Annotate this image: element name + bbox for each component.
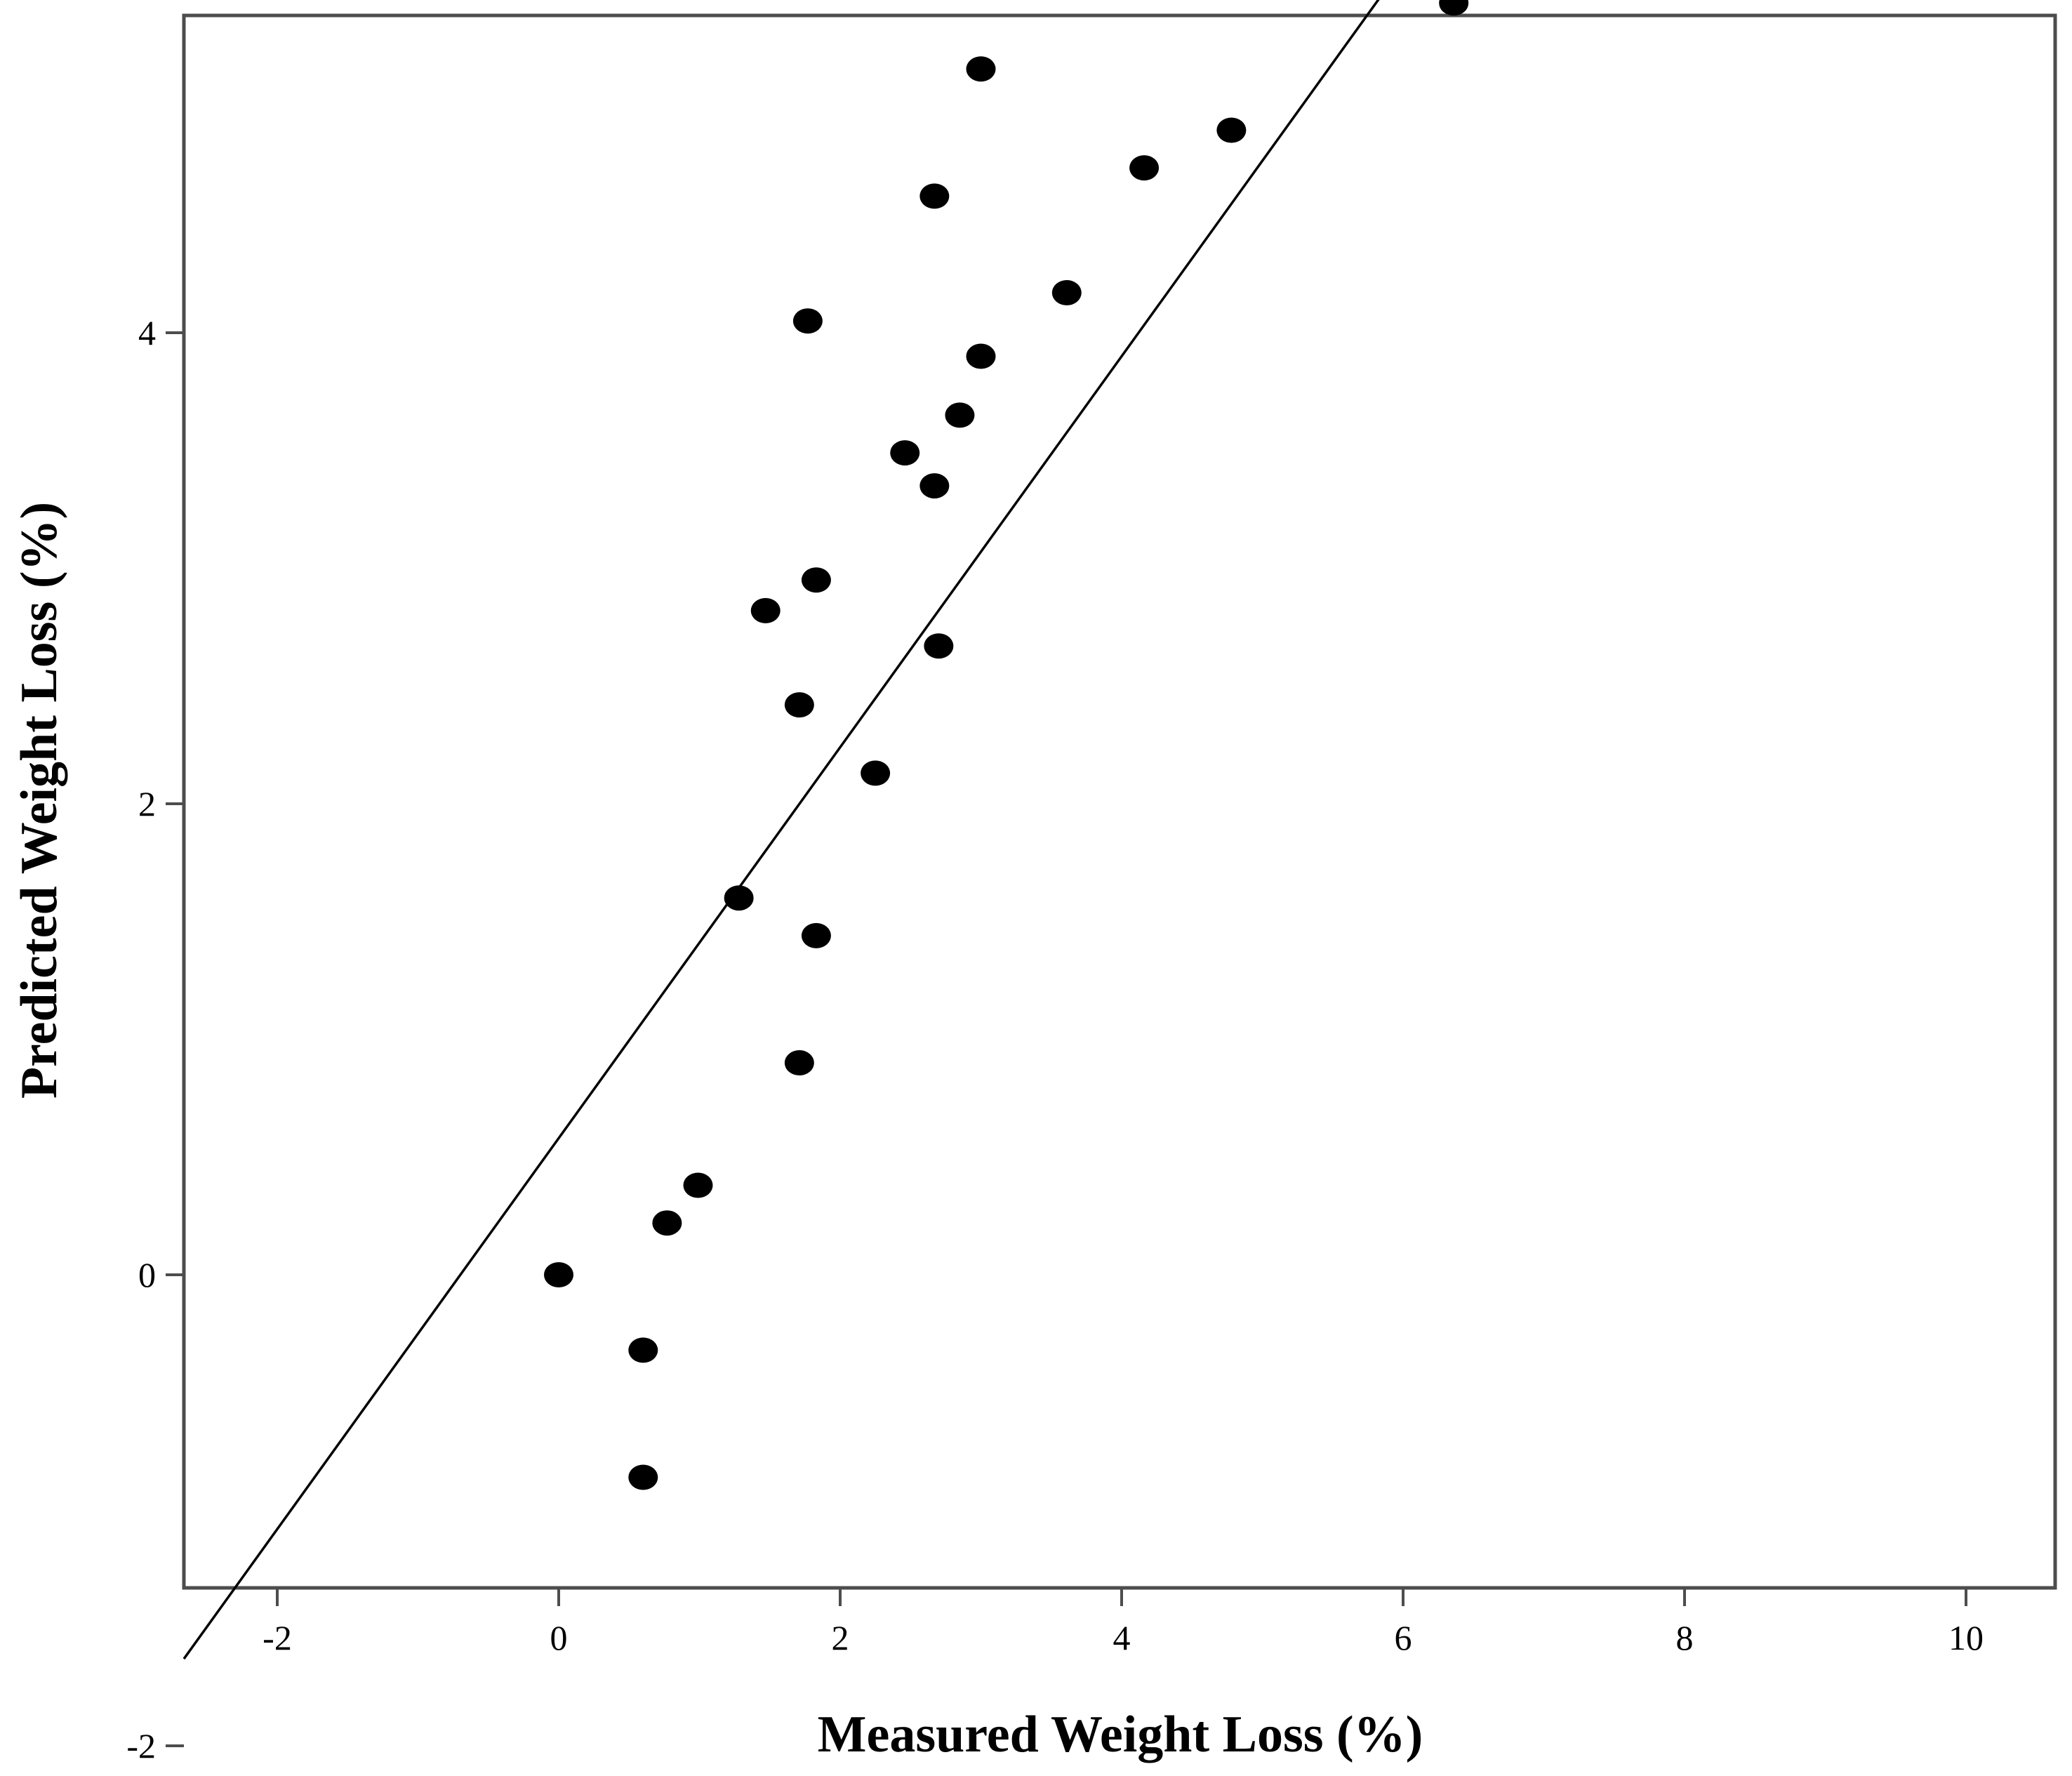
- data-point: [919, 183, 950, 209]
- x-tick-label: -2: [263, 1618, 292, 1657]
- data-point: [784, 1050, 814, 1076]
- x-axis-title: Measured Weight Loss (%): [818, 1706, 1423, 1763]
- regression-line-group: [182, 0, 1380, 1660]
- y-tick-label: 0: [138, 1255, 156, 1294]
- data-point: [924, 633, 954, 659]
- y-tick-label: 4: [138, 313, 156, 352]
- data-point: [1439, 0, 1469, 16]
- data-point: [792, 308, 823, 334]
- x-tick-label: 2: [832, 1618, 849, 1657]
- data-point: [1051, 279, 1082, 305]
- y-axis-title: Predicted Weight Loss (%): [11, 502, 68, 1099]
- data-point: [683, 1172, 713, 1198]
- x-tick-label: 6: [1395, 1618, 1412, 1657]
- x-axis: -2 0 2 4 6 8 10: [263, 1588, 1984, 1657]
- data-point: [1216, 117, 1247, 143]
- plot-area: [182, 13, 2057, 1590]
- data-point: [966, 56, 996, 82]
- x-tick-label: 0: [550, 1618, 568, 1657]
- x-tick-label: 8: [1676, 1618, 1694, 1657]
- y-tick-label: 2: [138, 784, 156, 823]
- data-point: [1129, 155, 1160, 181]
- data-point: [861, 760, 891, 786]
- data-point: [966, 343, 996, 369]
- data-point: [628, 1464, 658, 1490]
- data-point: [919, 473, 950, 499]
- data-points: [544, 0, 1469, 1490]
- data-point: [945, 402, 975, 428]
- data-point: [801, 567, 831, 593]
- data-point: [784, 692, 814, 718]
- x-tick-label: 10: [1948, 1618, 1984, 1657]
- data-point: [750, 597, 781, 623]
- x-tick-label: 4: [1113, 1618, 1131, 1657]
- data-point: [801, 922, 831, 948]
- y-tick-label: -2: [126, 1726, 156, 1765]
- data-point: [890, 440, 920, 466]
- data-point: [652, 1210, 682, 1236]
- data-point: [724, 885, 754, 911]
- regression-line: [182, 0, 1380, 1660]
- data-point: [544, 1262, 573, 1287]
- plot-frame: [182, 13, 2057, 1590]
- data-point: [628, 1337, 658, 1363]
